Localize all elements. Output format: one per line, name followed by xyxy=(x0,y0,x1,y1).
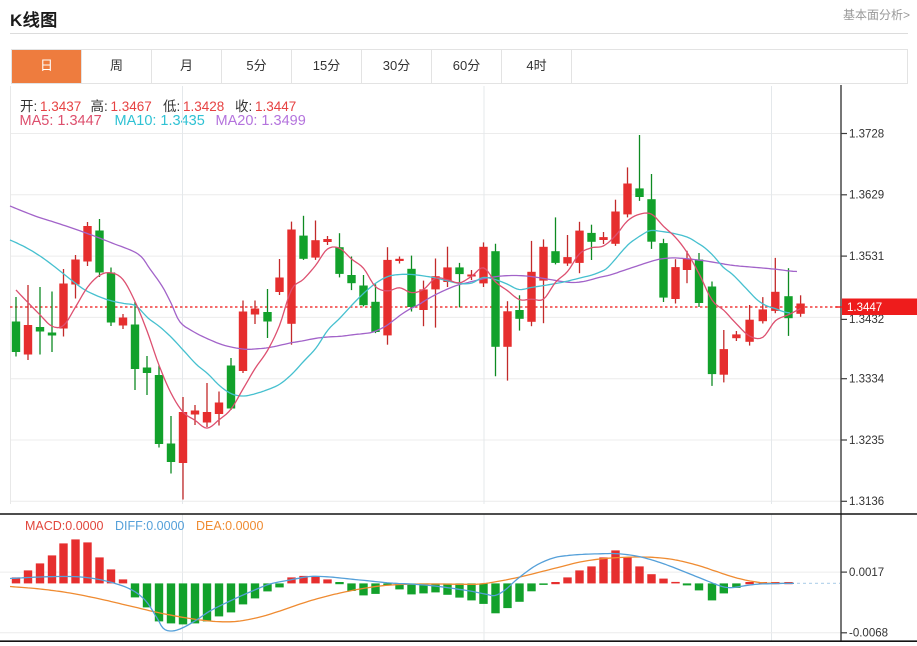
svg-text:1.3629: 1.3629 xyxy=(849,190,884,202)
svg-text:MACD:0.0000: MACD:0.0000 xyxy=(25,519,104,533)
svg-text:-0.0068: -0.0068 xyxy=(849,628,888,640)
svg-text:1.3531: 1.3531 xyxy=(849,251,884,263)
svg-text:1.3447: 1.3447 xyxy=(847,302,882,314)
svg-text:0.0017: 0.0017 xyxy=(849,567,884,579)
svg-text:1.3432: 1.3432 xyxy=(849,314,884,326)
svg-text:1.3728: 1.3728 xyxy=(849,128,884,140)
svg-text:1.3235: 1.3235 xyxy=(849,435,884,447)
svg-text:1.3136: 1.3136 xyxy=(849,496,884,508)
svg-text:1.3334: 1.3334 xyxy=(849,374,885,386)
svg-text:DIFF:0.0000: DIFF:0.0000 xyxy=(115,519,185,533)
svg-text:DEA:0.0000: DEA:0.0000 xyxy=(196,519,263,533)
